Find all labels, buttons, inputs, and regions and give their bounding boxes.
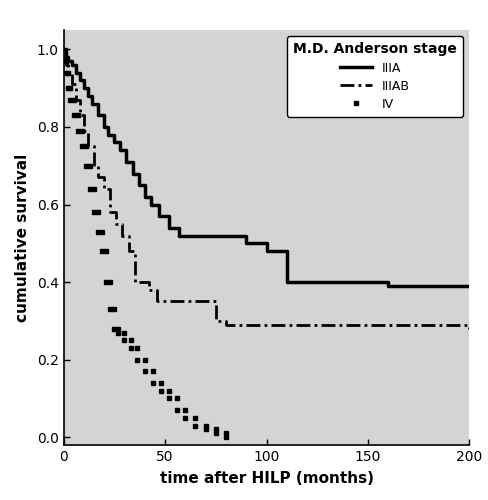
Legend: IIIA, IIIAB, IV: IIIA, IIIAB, IV	[286, 36, 462, 117]
X-axis label: time after HILP (months): time after HILP (months)	[159, 471, 373, 486]
Y-axis label: cumulative survival: cumulative survival	[15, 154, 30, 322]
